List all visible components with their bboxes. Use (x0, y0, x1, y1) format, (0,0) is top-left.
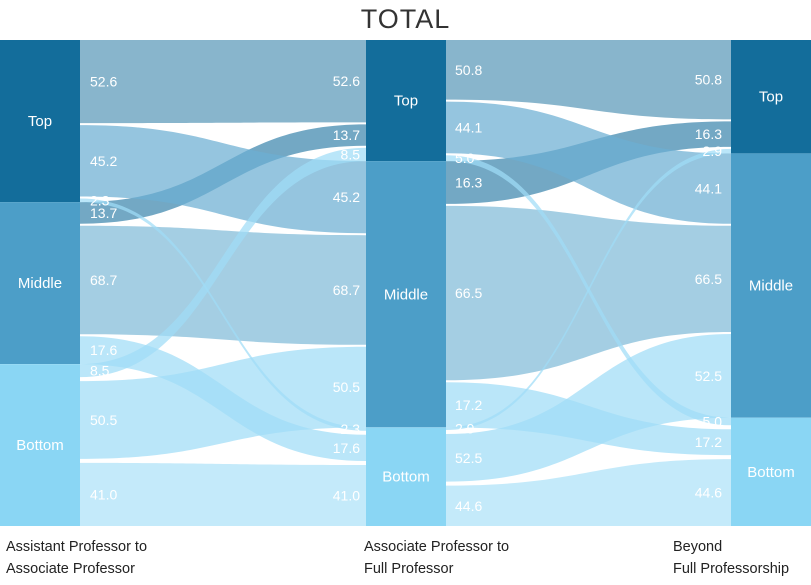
flow-label-0-top-top-source: 52.6 (90, 74, 117, 90)
flow-link-0-middle-to-middle: Middle → Middle: 68.7 (80, 225, 366, 345)
node-2-middle (731, 153, 811, 418)
flow-label-0-middle-bottom-target: 17.6 (333, 440, 360, 456)
node-1-middle (366, 161, 446, 428)
flow-label-0-top-middle-target: 45.2 (333, 189, 360, 205)
stage-label-0: Assistant Professor to Associate Profess… (6, 536, 147, 580)
flow-link-0-bottom-to-bottom: Bottom → Bottom: 41.0 (80, 462, 366, 526)
flow-link-0-top-to-top: Top → Top: 52.6 (80, 40, 366, 124)
node-0-top (0, 40, 80, 203)
flow-label-1-bottom-top-target: 2.9 (703, 143, 723, 159)
flow-label-1-top-middle-source: 44.1 (455, 119, 482, 135)
node-2-top (731, 40, 811, 154)
flow-label-1-bottom-middle-source: 52.5 (455, 450, 482, 466)
flow-label-0-top-bottom-source: 2.3 (90, 192, 110, 208)
flow-label-1-top-bottom-target: 5.0 (703, 414, 723, 430)
flow-label-0-bottom-bottom-source: 41.0 (90, 486, 117, 502)
flow-label-0-middle-top-source: 13.7 (90, 205, 117, 221)
flow-label-1-bottom-bottom-source: 44.6 (455, 498, 482, 514)
stage-label-1: Associate Professor to Full Professor (364, 536, 509, 580)
flow-label-0-top-middle-source: 45.2 (90, 153, 117, 169)
node-1-top (366, 40, 446, 162)
node-label-2-bottom: Bottom (747, 464, 795, 481)
flow-links: Bottom → Bottom: 41.0 Middle → Middle: 68… (80, 40, 731, 526)
flow-link-1-bottom-to-bottom: Bottom → Bottom: 44.6 (446, 459, 731, 526)
flow-label-0-bottom-top-source: 8.5 (90, 363, 110, 379)
stage-label-2-line1: Beyond (673, 539, 723, 555)
node-2-bottom (731, 417, 811, 526)
flow-link-1-top-to-middle: Top → Middle: 44.1 (446, 101, 731, 224)
flow-label-0-bottom-middle-source: 50.5 (90, 412, 117, 428)
node-label-0-bottom: Bottom (16, 437, 64, 454)
stage-nodes: TopMiddleBottomTopMiddleBottomTopMiddleB… (0, 40, 811, 526)
flow-link-0-top-to-middle: Top → Middle: 45.2 (80, 125, 366, 234)
stage-label-0-line1: Assistant Professor to (6, 539, 148, 555)
flow-label-1-bottom-bottom-target: 44.6 (695, 485, 722, 501)
flow-label-1-top-middle-target: 44.1 (695, 181, 722, 197)
node-label-2-top: Top (759, 89, 783, 106)
flow-label-1-middle-middle-target: 66.5 (695, 271, 722, 287)
flow-link-1-top-to-bottom: Top → Bottom: 5.0 (446, 155, 731, 426)
flow-link-0-top-to-bottom: Top → Bottom: 2.3 (80, 198, 366, 431)
chart-title: TOTAL (360, 4, 451, 34)
stage-label-2: Beyond Full Professorship (673, 536, 789, 580)
flow-label-1-top-top-target: 50.8 (695, 72, 722, 88)
flow-labels: 41.0 41.0 68.7 68.7 52.6 52.6 50.5 50.5 17.6 17.6… (90, 62, 722, 514)
flow-label-0-top-bottom-target: 2.3 (341, 421, 361, 437)
flow-label-1-middle-top-target: 16.3 (695, 126, 722, 142)
flow-label-1-middle-top-source: 16.3 (455, 175, 482, 191)
node-0-bottom (0, 364, 80, 526)
flow-link-0-bottom-to-top: Bottom → Top: 8.5 (80, 147, 366, 378)
node-label-0-top: Top (28, 113, 52, 130)
stage-label-1-line1: Associate Professor to (364, 539, 510, 555)
node-label-1-bottom: Bottom (382, 469, 430, 486)
flow-label-0-middle-bottom-source: 17.6 (90, 342, 117, 358)
flow-label-0-top-top-target: 52.6 (333, 73, 360, 89)
flow-label-1-middle-middle-source: 66.5 (455, 285, 482, 301)
node-label-0-middle: Middle (18, 275, 62, 292)
stage-label-0-line2: Associate Professor (6, 561, 135, 577)
flow-link-0-middle-to-bottom: Middle → Bottom: 17.6 (80, 336, 366, 461)
flow-label-1-top-bottom-source: 5.0 (455, 150, 475, 166)
stage-label-1-line2: Full Professor (364, 561, 454, 577)
flow-label-1-bottom-top-source: 2.9 (455, 421, 475, 437)
flow-label-0-bottom-top-target: 8.5 (341, 147, 361, 163)
flow-label-0-bottom-bottom-target: 41.0 (333, 488, 360, 504)
flow-label-1-top-top-source: 50.8 (455, 62, 482, 78)
flow-label-0-middle-middle-source: 68.7 (90, 272, 117, 288)
flow-label-0-middle-top-target: 13.7 (333, 127, 360, 143)
node-label-1-middle: Middle (384, 286, 428, 303)
stage-label-2-line2: Full Professorship (673, 561, 790, 577)
flow-label-0-middle-middle-target: 68.7 (333, 282, 360, 298)
flow-label-1-middle-bottom-source: 17.2 (455, 397, 482, 413)
flow-label-1-middle-bottom-target: 17.2 (695, 434, 722, 450)
flow-link-1-top-to-top: Top → Top: 50.8 (446, 40, 731, 120)
node-1-bottom (366, 427, 446, 526)
node-label-2-middle: Middle (749, 278, 793, 295)
node-label-1-top: Top (394, 93, 418, 110)
node-0-middle (0, 202, 80, 364)
flow-label-0-bottom-middle-target: 50.5 (333, 379, 360, 395)
flow-label-1-bottom-middle-target: 52.5 (695, 368, 722, 384)
